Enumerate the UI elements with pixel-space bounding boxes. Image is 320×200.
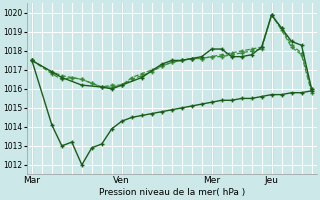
X-axis label: Pression niveau de la mer( hPa ): Pression niveau de la mer( hPa ) (99, 188, 245, 197)
